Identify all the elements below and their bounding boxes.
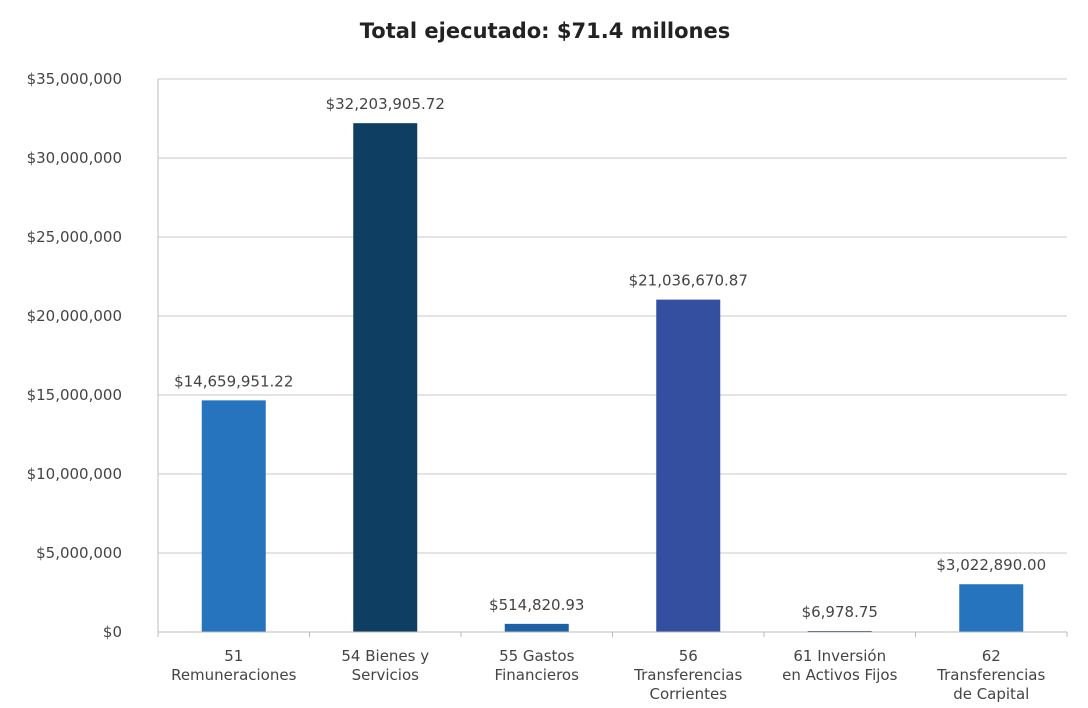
bars	[201, 123, 1024, 633]
bar	[656, 299, 721, 632]
y-tick-label: $25,000,000	[27, 228, 122, 246]
bar	[353, 123, 418, 633]
data-label: $514,820.93	[489, 596, 584, 614]
data-label: $32,203,905.72	[326, 95, 445, 113]
x-category-label: de Capital	[953, 685, 1029, 703]
data-label: $21,036,670.87	[629, 272, 748, 290]
y-tick-label: $20,000,000	[27, 307, 122, 325]
x-category-label: Financieros	[495, 666, 580, 684]
chart-title: Total ejecutado: $71.4 millones	[360, 19, 730, 43]
x-category-label: Transferencias	[936, 666, 1045, 684]
bar	[504, 623, 569, 632]
y-tick-label: $10,000,000	[27, 465, 122, 483]
x-category-label: 61 Inversión	[793, 647, 886, 665]
x-category-label: 51	[224, 647, 243, 665]
y-tick-label: $5,000,000	[36, 544, 122, 562]
y-tick-label: $0	[103, 623, 122, 641]
x-category-label: 54 Bienes y	[341, 647, 429, 665]
x-category-label: 62	[982, 647, 1001, 665]
x-category-label: Corrientes	[649, 685, 727, 703]
x-category-label: Transferencias	[633, 666, 742, 684]
data-labels: $14,659,951.22 $32,203,905.72 $514,820.93 $…	[174, 95, 1046, 621]
data-label: $6,978.75	[802, 603, 878, 621]
x-category-label: en Activos Fijos	[782, 666, 897, 684]
data-label: $14,659,951.22	[174, 372, 293, 390]
data-label: $3,022,890.00	[936, 556, 1046, 574]
x-category-label: 56	[679, 647, 698, 665]
x-category-label: Servicios	[352, 666, 420, 684]
y-tick-label: $30,000,000	[27, 149, 122, 167]
y-axis-ticks: $0 $5,000,000 $10,000,000 $15,000,000 $20,00…	[27, 70, 122, 641]
bar	[959, 584, 1024, 632]
x-category-label: 55 Gastos	[499, 647, 575, 665]
y-tick-label: $15,000,000	[27, 386, 122, 404]
gridlines	[157, 78, 1067, 633]
bar	[201, 400, 266, 632]
y-tick-label: $35,000,000	[27, 70, 122, 88]
x-category-label: Remuneraciones	[171, 666, 297, 684]
